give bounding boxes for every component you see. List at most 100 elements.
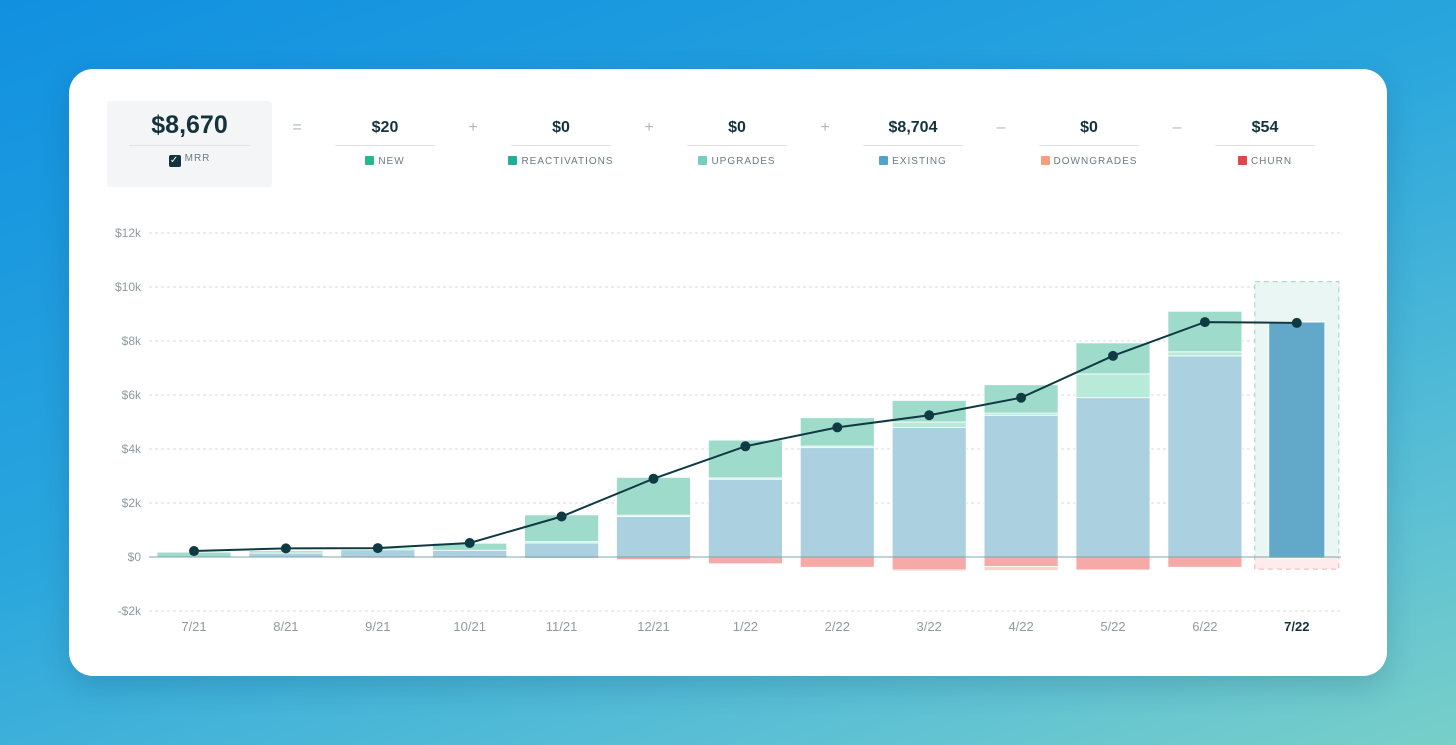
bar-existing-7-22[interactable] [1268, 321, 1326, 558]
y-tick-label: $8k [122, 334, 142, 348]
metric-existing[interactable]: $8,704 EXISTING [863, 101, 963, 187]
mrr-value: $8,670 [151, 111, 228, 139]
x-tick-label[interactable]: 11/21 [546, 619, 578, 634]
bar-new-5-22[interactable] [1075, 342, 1151, 375]
x-tick-label[interactable]: 2/22 [825, 619, 850, 634]
bar-existing-12-21[interactable] [616, 516, 691, 558]
y-tick-label: $6k [122, 388, 142, 402]
bar-downgrades-4-22[interactable] [983, 566, 1059, 571]
mrr-point[interactable] [832, 422, 843, 433]
projection-box-negative [1254, 556, 1340, 570]
metric-divider [687, 145, 787, 146]
bar-existing-2-22[interactable] [799, 447, 875, 558]
bar-existing-10-21[interactable] [432, 549, 508, 558]
bar-downgrades-3-22[interactable] [891, 569, 967, 572]
mrr-point[interactable] [924, 410, 935, 421]
y-tick-label: $0 [128, 550, 142, 564]
y-tick-label: $2k [122, 496, 142, 510]
metric-label-row: UPGRADES [657, 156, 817, 167]
metric-value: $0 [552, 119, 570, 136]
mrr-point[interactable] [189, 546, 199, 557]
mrr-summary: $8,670 ✓ MRR = $20 NEW + $0 REACTIVATIONS… [107, 101, 1347, 187]
metric-churn[interactable]: $54 CHURN [1215, 101, 1315, 187]
mrr-point[interactable] [1016, 392, 1027, 403]
y-tick-label: -$2k [118, 604, 142, 618]
mrr-point[interactable] [1291, 317, 1302, 328]
operator-equals: = [292, 119, 302, 136]
bar-existing-11-21[interactable] [524, 542, 599, 558]
metric-label: REACTIVATIONS [521, 156, 614, 167]
metric-value: $54 [1251, 119, 1279, 136]
metric-divider [1215, 145, 1315, 146]
operator-plus: + [820, 119, 830, 136]
metric-label-row: DOWNGRADES [1009, 156, 1169, 167]
metric-downgrades[interactable]: $0 DOWNGRADES [1039, 101, 1139, 187]
bar-existing-4-22[interactable] [983, 414, 1059, 558]
metric-reactivations[interactable]: $0 REACTIVATIONS [508, 101, 613, 187]
bar-existing-8-21[interactable] [248, 552, 324, 558]
bar-churn-4-22[interactable] [983, 556, 1059, 567]
bar-churn-6-22[interactable] [1167, 556, 1243, 568]
bar-churn-5-22[interactable] [1075, 556, 1151, 571]
mrr-point[interactable] [648, 473, 659, 484]
mrr-metric[interactable]: $8,670 ✓ MRR [107, 101, 272, 187]
x-tick-label[interactable]: 8/21 [273, 619, 298, 634]
mrr-point[interactable] [740, 441, 751, 452]
x-tick-label[interactable]: 3/22 [917, 619, 942, 634]
mrr-point[interactable] [280, 543, 291, 554]
metric-divider [511, 145, 611, 146]
bar-existing-5-22[interactable] [1075, 397, 1151, 558]
x-tick-label[interactable]: 12/21 [637, 619, 670, 634]
mrr-divider [129, 145, 250, 146]
metric-label-row: NEW [305, 156, 465, 167]
y-tick-label: $10k [115, 280, 142, 294]
bar-upgrades-6-22[interactable] [1167, 351, 1243, 357]
mrr-point[interactable] [464, 537, 475, 548]
legend-swatch [879, 156, 889, 165]
mrr-point[interactable] [1108, 350, 1118, 361]
metric-label: NEW [378, 156, 405, 167]
y-tick-label: $4k [122, 442, 142, 456]
x-tick-label[interactable]: 9/21 [365, 619, 390, 634]
bar-existing-1-22[interactable] [708, 478, 783, 558]
x-tick-label[interactable]: 10/21 [453, 619, 486, 634]
metric-label: EXISTING [892, 156, 947, 167]
mrr-point[interactable] [372, 543, 383, 554]
legend-swatch [365, 156, 375, 165]
mrr-point[interactable] [1199, 317, 1210, 328]
mrr-label-row: ✓ MRR [107, 153, 272, 167]
bar-existing-3-22[interactable] [891, 426, 967, 558]
metric-label: CHURN [1250, 156, 1293, 167]
metric-value: $0 [1080, 119, 1098, 136]
operator-plus: + [468, 119, 478, 136]
metric-label: UPGRADES [711, 156, 776, 167]
bar-upgrades-3-22[interactable] [891, 421, 967, 428]
metric-label-row: REACTIVATIONS [481, 156, 641, 167]
legend-swatch [1040, 156, 1050, 165]
metric-value: $0 [728, 119, 746, 136]
metric-upgrades[interactable]: $0 UPGRADES [687, 101, 787, 187]
mrr-checkbox[interactable]: ✓ [168, 155, 181, 167]
metric-new[interactable]: $20 NEW [335, 101, 435, 187]
x-tick-label[interactable]: 4/22 [1008, 619, 1033, 634]
mrr-label: MRR [184, 153, 211, 164]
bar-churn-3-22[interactable] [891, 556, 967, 571]
legend-swatch [698, 156, 708, 165]
metric-label-row: EXISTING [833, 156, 993, 167]
mrr-card: $8,670 ✓ MRR = $20 NEW + $0 REACTIVATIONS… [69, 69, 1387, 676]
x-tick-label[interactable]: 5/22 [1100, 619, 1125, 634]
bar-churn-2-22[interactable] [799, 556, 875, 568]
x-tick-label[interactable]: 7/21 [181, 619, 206, 634]
metric-label-row: CHURN [1185, 156, 1345, 167]
metric-label: DOWNGRADES [1053, 156, 1138, 167]
bar-churn-1-22[interactable] [708, 556, 783, 565]
x-tick-label[interactable]: 6/22 [1192, 619, 1217, 634]
x-tick-label[interactable]: 1/22 [733, 619, 758, 634]
bar-existing-6-22[interactable] [1167, 355, 1243, 558]
bar-upgrades-5-22[interactable] [1075, 373, 1151, 399]
operator-plus: + [644, 119, 654, 136]
x-tick-label[interactable]: 7/22 [1284, 619, 1309, 634]
mrr-point[interactable] [556, 511, 567, 522]
metric-value: $8,704 [888, 119, 938, 136]
